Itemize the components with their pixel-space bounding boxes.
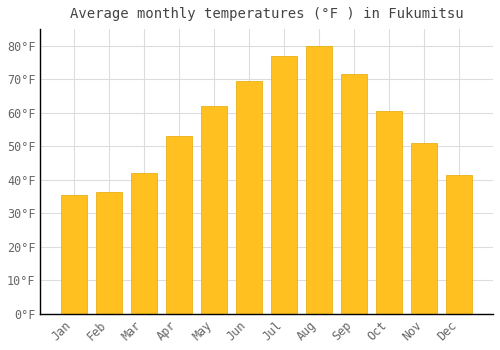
Bar (341, 74, 367, 314)
Bar (306, 46, 332, 314)
Bar (131, 173, 157, 314)
Title: Average monthly temperatures (°F ) in Fukumitsu: Average monthly temperatures (°F ) in Fu… (70, 7, 464, 21)
Bar (61, 195, 87, 314)
Bar (376, 111, 402, 314)
Bar (446, 175, 472, 314)
Bar (96, 191, 122, 314)
Bar (236, 81, 262, 314)
Bar (166, 136, 192, 314)
Bar (201, 106, 228, 314)
Bar (271, 56, 297, 314)
Bar (411, 143, 438, 314)
